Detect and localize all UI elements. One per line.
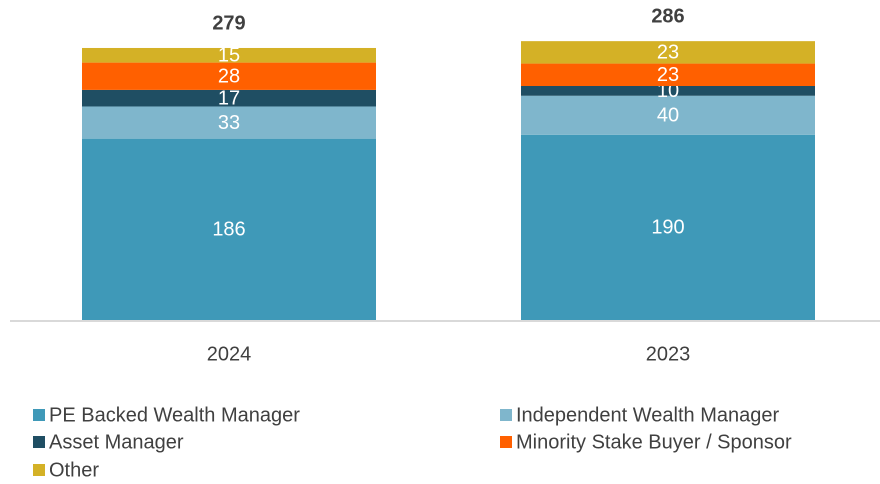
legend-label: Asset Manager	[49, 431, 184, 453]
bar-segment	[82, 138, 376, 320]
legend-swatch	[33, 436, 45, 448]
x-tick-label: 2023	[646, 343, 691, 365]
data-label: 186	[212, 219, 245, 241]
bar-segment	[82, 47, 376, 63]
total-label: 279	[212, 12, 245, 34]
data-label: 28	[218, 66, 240, 88]
data-label: 40	[657, 105, 679, 127]
data-label: 23	[657, 42, 679, 64]
total-label: 286	[651, 5, 684, 27]
legend-swatch	[500, 436, 512, 448]
x-tick-label: 2024	[207, 343, 252, 365]
legend-swatch	[500, 409, 512, 421]
data-label: 33	[218, 112, 240, 134]
legend-label: Minority Stake Buyer / Sponsor	[516, 431, 792, 453]
bar-segment	[82, 62, 376, 90]
legend-swatch	[33, 464, 45, 476]
data-label: 15	[218, 45, 240, 67]
bar-segment	[82, 106, 376, 139]
bar-segment	[521, 134, 815, 320]
legend-label: Other	[49, 459, 99, 481]
bar-segment	[521, 41, 815, 64]
bar-segment	[521, 63, 815, 86]
bar-segment	[521, 95, 815, 135]
data-label: 190	[651, 217, 684, 239]
data-label: 23	[657, 64, 679, 86]
data-label: 17	[218, 87, 240, 109]
legend-label: PE Backed Wealth Manager	[49, 404, 300, 426]
legend-swatch	[33, 409, 45, 421]
bar-segment	[521, 86, 815, 96]
bar-segment	[82, 89, 376, 107]
legend-label: Independent Wealth Manager	[516, 404, 779, 426]
